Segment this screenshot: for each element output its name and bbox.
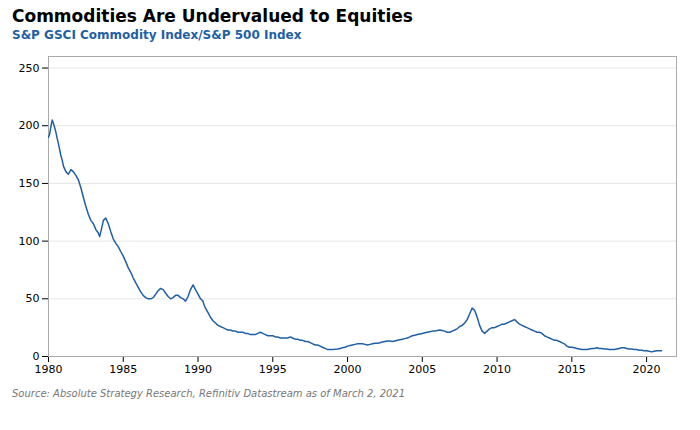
- html-text:Commodities Are Undervalued to: Commodities Are Undervalued to Equities: [12, 6, 413, 26]
- svg-text:1995: 1995: [259, 363, 287, 376]
- svg-text:1985: 1985: [109, 363, 137, 376]
- svg-text:100: 100: [19, 235, 40, 248]
- svg-text:1990: 1990: [184, 363, 212, 376]
- html-text:S&P GSCI Commodity Index/S&P 5: S&P GSCI Commodity Index/S&P 500 Index: [12, 28, 302, 42]
- svg-text:150: 150: [19, 177, 40, 190]
- svg-text:2015: 2015: [558, 363, 586, 376]
- svg-text:50: 50: [26, 292, 40, 305]
- svg-text:250: 250: [19, 62, 40, 75]
- svg-text:1980: 1980: [35, 363, 63, 376]
- svg-text:2020: 2020: [633, 363, 661, 376]
- svg-text:2005: 2005: [408, 363, 436, 376]
- html-text:Source: Absolute Strategy Rese: Source: Absolute Strategy Research, Refi…: [12, 388, 406, 399]
- svg-text:2010: 2010: [483, 363, 511, 376]
- svg-text:2000: 2000: [334, 363, 362, 376]
- svg-text:0: 0: [33, 350, 40, 363]
- svg-text:200: 200: [19, 119, 40, 132]
